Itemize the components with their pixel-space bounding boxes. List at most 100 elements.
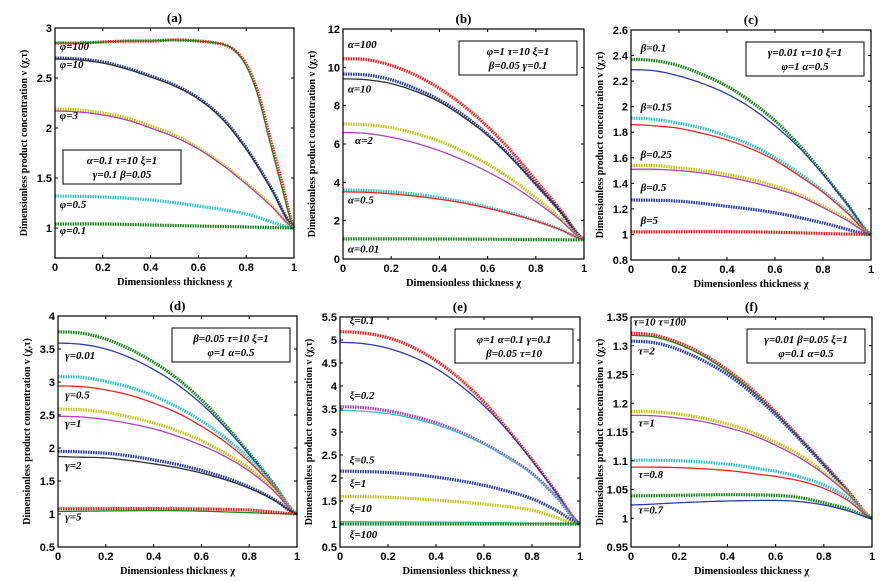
series-markers-d-6 xyxy=(58,449,298,516)
y-tick-label: 1.5 xyxy=(37,173,52,185)
y-tick-label: 1.2 xyxy=(613,204,628,216)
y-tick-label: 2 xyxy=(46,123,52,135)
y-tick-label: 10 xyxy=(328,62,340,74)
y-tick-label: 4 xyxy=(331,381,338,393)
subplot-title: (a) xyxy=(167,10,182,25)
y-tick-label: 1.5 xyxy=(322,496,337,508)
x-axis-label: Dimensionless thickness χ xyxy=(694,566,809,577)
series-markers-a-7 xyxy=(55,222,294,230)
y-tick-label: 2.2 xyxy=(613,76,628,88)
series-line-a-1 xyxy=(55,39,295,229)
x-tick-label: 0.4 xyxy=(146,551,162,563)
series-line-b-4 xyxy=(343,131,585,241)
y-tick-label: 1 xyxy=(622,229,628,241)
series-line-f-1 xyxy=(631,334,873,519)
x-tick-label: 0.6 xyxy=(480,263,495,275)
series-line-a-5 xyxy=(55,110,295,229)
axes-frame xyxy=(54,27,295,259)
series-line-b-2 xyxy=(343,78,585,241)
x-tick-label: 0.6 xyxy=(767,264,782,276)
curve-label: β=0.25 xyxy=(640,149,673,161)
y-tick-label: 1.4 xyxy=(613,178,629,190)
curve-label: ξ=0.2 xyxy=(350,390,375,402)
curve-label: φ=3 xyxy=(60,110,79,122)
series-line-b-6 xyxy=(343,191,585,241)
series-markers-c-4 xyxy=(631,163,872,236)
y-tick-label: 3.5 xyxy=(40,344,55,356)
subplot-f: (f) 0 0.2 0.4 0.6 0.8 1 0.95 1 1.05 1.1 1.15 1.2 1.25… xyxy=(595,299,875,577)
series-markers-b-1 xyxy=(343,72,585,242)
curve-label: γ=1 xyxy=(65,418,81,430)
curve-label: β=5 xyxy=(640,215,659,227)
curve-label: τ=2 xyxy=(638,345,655,357)
y-tick-label: 1.35 xyxy=(607,312,628,324)
y-tick-label: 2 xyxy=(622,102,628,114)
x-tick-label: 0 xyxy=(337,551,343,563)
y-tick-label: 1 xyxy=(46,223,52,235)
series-group xyxy=(58,330,298,516)
x-tick-label: 0.8 xyxy=(239,262,254,274)
series-markers-f-7 xyxy=(631,493,873,520)
parameter-text: γ=0.1 β=0.05 xyxy=(93,169,152,181)
x-tick-label: 0.8 xyxy=(816,551,831,563)
series-line-f-4 xyxy=(631,414,873,519)
series-markers-e-5 xyxy=(340,494,581,526)
series-markers-b-0 xyxy=(343,57,585,242)
x-tick-label: 0 xyxy=(628,264,634,276)
y-tick-label: 4 xyxy=(49,311,56,323)
series-markers-d-2 xyxy=(58,375,298,516)
x-tick-label: 0.6 xyxy=(194,551,209,563)
curve-label: β=0.5 xyxy=(640,182,667,194)
y-tick-label: 1 xyxy=(49,509,55,521)
series-line-f-8 xyxy=(631,499,873,519)
curve-label: γ=0.5 xyxy=(65,390,90,402)
curve-label: τ=0.7 xyxy=(638,505,663,517)
axes-frame xyxy=(630,29,872,261)
parameter-box: β=0.05 τ=10 ξ=1 φ=1 α=0.5 xyxy=(171,327,291,363)
y-tick-label: 1.05 xyxy=(607,485,628,497)
x-tick-label: 0.4 xyxy=(719,264,735,276)
x-tick-label: 0 xyxy=(55,551,61,563)
x-tick-label: 0.8 xyxy=(242,551,257,563)
subplot-title: (d) xyxy=(170,298,186,313)
y-tick-label: 5.5 xyxy=(322,312,337,324)
curve-label: τ=1 xyxy=(638,417,655,429)
x-tick-label: 1 xyxy=(868,264,874,276)
parameter-text: φ=1 α=0.5 xyxy=(207,347,255,359)
x-tick-label: 1 xyxy=(581,263,587,275)
curve-label: ξ=0.1 xyxy=(350,315,375,327)
series-group xyxy=(55,38,296,230)
y-tick-label: 3 xyxy=(46,23,52,35)
series-line-d-1 xyxy=(58,342,298,515)
x-tick-label: 0.2 xyxy=(95,262,110,274)
x-tick-label: 0.2 xyxy=(380,551,395,563)
curve-label: γ=5 xyxy=(65,512,82,524)
x-tick-label: 0.8 xyxy=(528,263,543,275)
y-tick-label: 2 xyxy=(334,216,340,228)
subplot-a: (a) 0 0.2 0.4 0.6 0.8 1 1 1.5 2 2.5 3 Dimensionless … xyxy=(19,10,297,288)
y-tick-label: 0 xyxy=(334,254,340,266)
x-axis-label: Dimensionless thickness χ xyxy=(693,279,808,290)
parameter-box: γ=0.01 τ=10 ξ=1 φ=1 α=0.5 xyxy=(745,41,865,77)
parameter-box-frame xyxy=(454,328,574,364)
parameter-text: β=0.05 τ=10 xyxy=(485,348,543,360)
curve-label: τ=10 τ=100 xyxy=(633,317,686,329)
curve-label: α=0.01 xyxy=(348,243,380,255)
series-markers-d-4 xyxy=(58,407,298,516)
curve-label: ξ=1 xyxy=(350,478,367,490)
y-tick-label: 2 xyxy=(49,443,55,455)
x-tick-label: 0.6 xyxy=(191,262,206,274)
series-markers-b-3 xyxy=(343,122,585,242)
y-tick-label: 12 xyxy=(328,24,340,36)
x-tick-label: 1 xyxy=(291,262,297,274)
parameter-text: β=0.05 τ=10 ξ=1 xyxy=(192,333,269,345)
x-tick-label: 1 xyxy=(869,551,875,563)
curve-label: α=0.5 xyxy=(348,194,375,206)
parameter-text: β=0.05 γ=0.1 xyxy=(488,60,548,72)
y-tick-label: 0.95 xyxy=(607,542,628,554)
curve-label: β=0.1 xyxy=(640,43,667,55)
series-markers-d-0 xyxy=(58,330,298,516)
y-tick-label: 8 xyxy=(334,101,340,113)
y-tick-label: 3 xyxy=(331,427,337,439)
y-tick-label: 3 xyxy=(49,377,55,389)
